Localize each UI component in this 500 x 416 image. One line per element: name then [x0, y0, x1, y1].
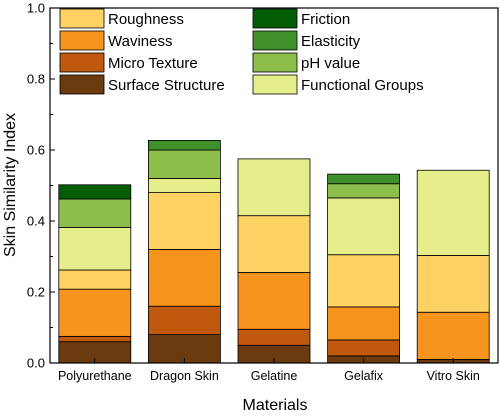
bar-segment — [147, 192, 221, 250]
legend-swatch — [59, 74, 105, 95]
bar-segment — [416, 311, 490, 360]
legend-swatch — [59, 52, 105, 73]
bar-segment — [147, 248, 221, 307]
legend-label: Waviness — [108, 33, 172, 50]
bar-segment — [327, 306, 401, 341]
bar-segment — [237, 328, 311, 346]
bar-segment — [58, 335, 132, 343]
legend-label: Roughness — [108, 11, 184, 28]
bar-segment — [237, 158, 311, 217]
legend-swatch — [252, 74, 298, 95]
bar-segment — [327, 183, 401, 199]
legend-label: Friction — [301, 11, 350, 28]
bar-segment — [147, 149, 221, 179]
legend-label: pH value — [301, 55, 360, 72]
bar-segment — [58, 198, 132, 228]
bars-layer — [58, 140, 490, 364]
bar-segment — [327, 173, 401, 185]
y-tick-label: 0.4 — [27, 214, 45, 229]
x-tick-label: Gelafix — [344, 369, 384, 383]
legend-swatch — [252, 30, 298, 51]
bar-segment — [58, 184, 132, 200]
x-axis-title: Materials — [243, 397, 308, 414]
axes-layer: Polyurethane Dragon Skin Gelatine Gelafix Vi… — [27, 1, 499, 383]
x-tick-label: Vitro Skin — [427, 369, 480, 383]
legend-label: Functional Groups — [301, 77, 424, 94]
bar-segment — [327, 197, 401, 256]
bar-segment — [327, 254, 401, 308]
bar-segment — [416, 255, 490, 313]
bar-segment — [237, 272, 311, 330]
x-tick-label: Polyurethane — [58, 369, 132, 383]
legend: Roughness Friction Waviness Elasticity Micro… — [59, 8, 424, 95]
y-tick-label: 0.6 — [27, 143, 45, 158]
bar-segment — [58, 269, 132, 290]
bar-segment — [147, 305, 221, 336]
bar-segment — [416, 169, 490, 256]
x-tick-label: Gelatine — [251, 369, 298, 383]
legend-swatch — [252, 8, 298, 29]
bar-segment — [58, 288, 132, 337]
legend-label: Micro Texture — [108, 55, 198, 72]
legend-label: Surface Structure — [108, 77, 225, 94]
y-axis-title: Skin Similarity Index — [2, 113, 19, 257]
y-tick-label: 0.0 — [27, 356, 45, 371]
legend-label: Elasticity — [301, 33, 361, 50]
x-tick-label: Dragon Skin — [150, 369, 219, 383]
legend-swatch — [252, 52, 298, 73]
legend-swatch — [59, 30, 105, 51]
bar-segment — [237, 215, 311, 273]
bar-segment — [147, 140, 221, 151]
bar-segment — [147, 177, 221, 193]
bar-segment — [327, 339, 401, 357]
y-tick-label: 0.2 — [27, 285, 45, 300]
legend-swatch — [59, 8, 105, 29]
bar-segment — [58, 226, 132, 271]
y-tick-label: 0.8 — [27, 72, 45, 87]
y-tick-label: 1.0 — [27, 1, 45, 16]
